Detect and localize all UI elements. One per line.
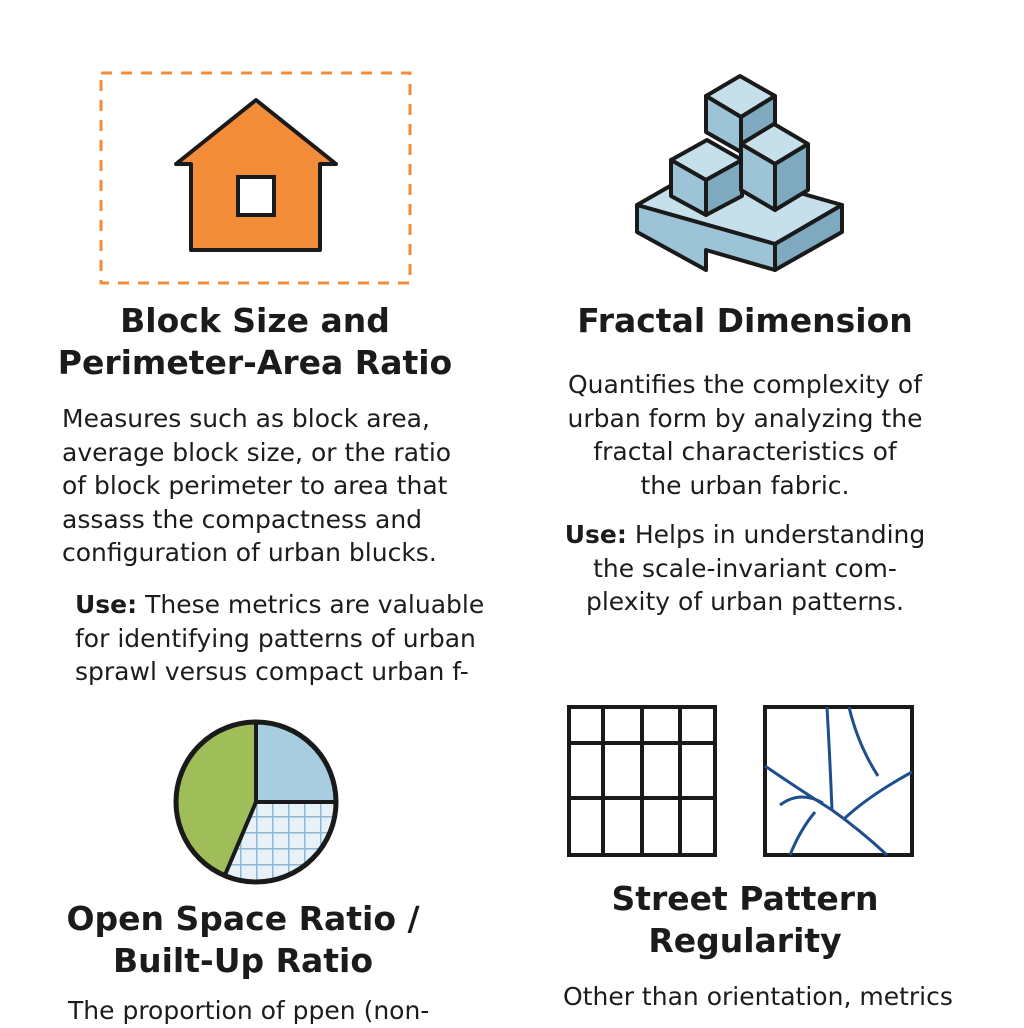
use-line: Use: Helps in understanding: [540, 518, 950, 552]
pie-outline: [173, 719, 339, 885]
use-label: Use:: [75, 590, 138, 619]
dashed-frame: [99, 71, 412, 285]
block-size-title: Block Size and Perimeter-Area Ratio: [40, 300, 470, 384]
fractal-use: Use: Helps in understanding the scale-in…: [540, 518, 950, 619]
block-size-description: Measures such as block area, average blo…: [62, 402, 451, 570]
desc-line: Other than orientation, metrics: [563, 982, 953, 1011]
title-line: Perimeter-Area Ratio: [57, 343, 453, 382]
slab-right: [773, 203, 844, 272]
desc-line: Measures such as block area,: [62, 404, 430, 433]
open-space-description: The proportion of ppen (non-: [68, 994, 429, 1028]
step-cube-left: [669, 158, 708, 217]
slab-left: [635, 203, 777, 272]
street-pattern-title: Street Pattern Regularity: [530, 878, 960, 962]
slab-top: [635, 164, 844, 246]
use-text: These metrics are valuable: [137, 590, 485, 619]
open-space-title: Open Space Ratio / Built-Up Ratio: [28, 898, 458, 982]
step-cube-right: [704, 158, 744, 217]
desc-line: the urban fabric.: [640, 470, 850, 500]
use-line: the scale-invariant com-: [593, 553, 897, 583]
tower-top: [704, 74, 777, 119]
title-line: Open Space Ratio /: [66, 899, 420, 938]
desc-line: The proportion of ppen (non-: [68, 996, 430, 1025]
desc-line: assass the compactness and: [62, 504, 423, 534]
mid-block-right: [773, 142, 810, 212]
desc-line: average block size, or the ratio: [62, 437, 452, 467]
pie-slice-grid: [220, 802, 336, 882]
title-line: Regularity: [648, 921, 842, 960]
block-size-use: Use: These metrics are valuable for iden…: [75, 588, 484, 689]
title-line: Block Size and: [120, 301, 390, 340]
use-text: Helps in understanding: [626, 520, 926, 549]
step-cube-top: [669, 138, 744, 182]
pie-slice-green: [176, 722, 256, 882]
fractal-description: Quantifies the complexity of urban form …: [540, 368, 950, 502]
street-pattern-description: Other than orientation, metrics: [563, 980, 953, 1014]
desc-line: of block perimeter to area that: [62, 471, 448, 500]
mid-block-left: [739, 142, 777, 212]
desc-line: fractal characteristics of: [593, 437, 897, 466]
title-line: Street Pattern: [611, 879, 879, 918]
tower-left: [704, 94, 743, 154]
desc-line: Quantifies the complexity of: [567, 370, 923, 399]
house-shape: [174, 98, 338, 252]
mid-block-top: [739, 122, 810, 166]
tower-right: [739, 94, 777, 154]
use-line: for identifying patterns of urban: [75, 623, 476, 653]
desc-line: urban form by analyzing the: [567, 403, 923, 433]
fractal-title: Fractal Dimension: [577, 301, 913, 340]
pie-slice-blue: [256, 722, 336, 802]
use-line: plexity of urban patterns.: [585, 587, 905, 616]
use-label: Use:: [564, 520, 627, 549]
use-line: Use: These metrics are valuable: [75, 588, 484, 622]
desc-line: configuration of urban blucks.: [62, 538, 437, 567]
house-window: [236, 175, 276, 217]
use-line: sprawl versus compact urban f-: [75, 657, 469, 686]
title-line: Built-Up Ratio: [112, 941, 374, 980]
